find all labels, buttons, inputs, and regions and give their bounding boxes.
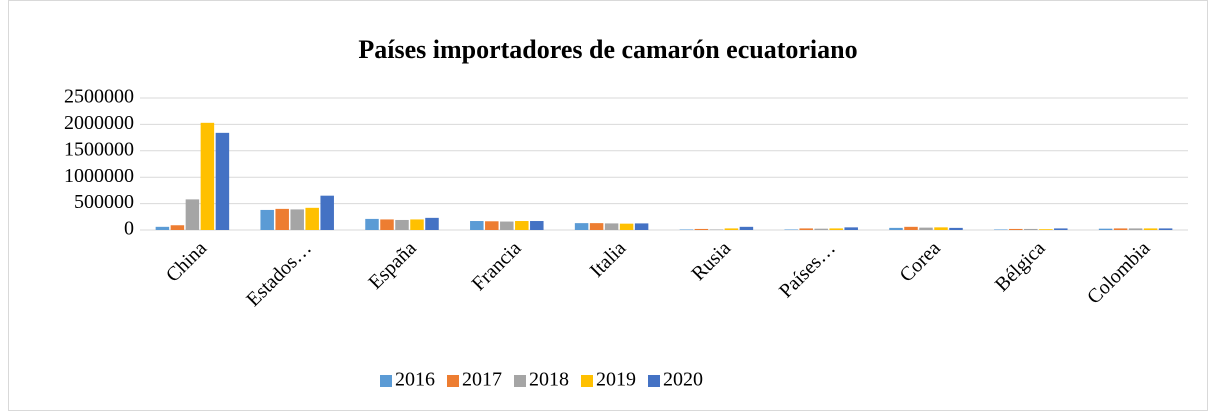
bar <box>814 228 828 230</box>
bar <box>1039 229 1053 230</box>
bar <box>889 227 903 230</box>
legend-label: 2019 <box>596 369 636 391</box>
bar <box>724 228 739 230</box>
bar <box>530 221 544 230</box>
legend-swatch <box>447 375 459 387</box>
bar <box>739 226 754 230</box>
bar <box>395 219 409 230</box>
bar <box>829 228 843 230</box>
bar <box>679 229 694 230</box>
bar <box>949 227 963 230</box>
bar <box>290 209 304 230</box>
bar <box>485 221 499 230</box>
bar <box>215 132 230 230</box>
legend-label: 2020 <box>663 369 703 391</box>
bar <box>515 221 529 230</box>
chart-title: Países importadores de camarón ecuatoria… <box>358 35 857 64</box>
bar <box>934 227 948 230</box>
legend-swatch <box>581 375 593 387</box>
bar <box>904 226 918 230</box>
y-tick-label: 0 <box>124 218 134 240</box>
bar <box>1054 228 1068 230</box>
bar <box>275 208 289 230</box>
bar <box>320 195 334 230</box>
legend-label: 2017 <box>462 369 502 391</box>
bar <box>305 207 319 230</box>
bar <box>589 223 604 230</box>
y-tick-label: 1000000 <box>64 165 134 187</box>
legend-swatch <box>648 375 660 387</box>
bar <box>155 226 170 230</box>
bar <box>425 217 439 230</box>
y-tick-label: 500000 <box>74 191 134 213</box>
bar <box>1009 228 1023 230</box>
bar <box>784 229 798 230</box>
bar <box>604 223 619 230</box>
bar <box>919 227 933 230</box>
bar <box>694 228 709 230</box>
legend-swatch <box>514 375 526 387</box>
bar <box>709 229 724 230</box>
legend-label: 2018 <box>529 369 569 391</box>
bar <box>500 221 514 230</box>
y-tick-label: 1500000 <box>64 138 134 160</box>
bar <box>619 223 634 230</box>
bar <box>634 223 649 230</box>
legend-label: 2016 <box>395 369 435 391</box>
bar <box>1128 228 1143 230</box>
bar <box>844 227 858 230</box>
bar <box>799 228 813 230</box>
bar <box>574 223 589 230</box>
bar <box>365 218 379 230</box>
legend-swatch <box>380 375 392 387</box>
bar <box>1024 228 1038 230</box>
bar <box>470 221 484 230</box>
bar <box>185 199 200 230</box>
bar <box>380 219 394 230</box>
bar <box>1098 228 1113 230</box>
bar <box>260 209 274 230</box>
y-tick-label: 2500000 <box>64 86 134 108</box>
bar <box>1143 228 1158 230</box>
bar <box>410 219 424 230</box>
bar <box>200 122 215 230</box>
bar <box>1113 228 1128 230</box>
y-tick-label: 2000000 <box>64 112 134 134</box>
bar <box>1158 228 1173 230</box>
bar <box>170 225 185 230</box>
bar <box>994 229 1008 230</box>
